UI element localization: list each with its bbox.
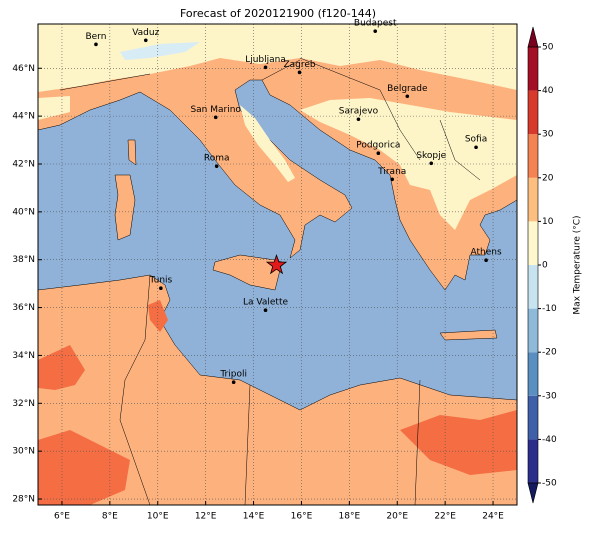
sicily: [212, 254, 283, 291]
colorbar-extend-high: [527, 26, 539, 48]
colorbar-segment: [528, 308, 538, 353]
x-tick-label: 16°E: [291, 512, 313, 522]
colorbar-tick-label: -30: [542, 391, 557, 401]
colorbar-segment: [528, 134, 538, 178]
colorbar-tick-label: -10: [542, 304, 557, 314]
city-label: Bern: [85, 32, 106, 42]
y-tick-label: 40°N: [12, 207, 35, 217]
city-label: Ljubljana: [245, 55, 286, 65]
hot-patch: [38, 345, 85, 390]
city-dot: [159, 286, 163, 290]
city-dot: [213, 115, 218, 120]
city-label: Skopje: [416, 151, 446, 161]
city-dot: [405, 94, 410, 99]
city-label: Sofia: [465, 135, 487, 145]
x-tick-label: 12°E: [195, 512, 217, 522]
city-dot: [390, 177, 395, 182]
colorbar-tick-label: 50: [542, 43, 554, 53]
city-label: Vaduz: [132, 28, 159, 38]
city-dot: [484, 258, 488, 262]
x-tick-label: 20°E: [386, 512, 408, 522]
city-label: Tunis: [148, 276, 172, 286]
city-label: Belgrade: [387, 84, 428, 94]
city-dot: [297, 70, 302, 75]
y-tick-label: 42°N: [12, 159, 35, 169]
city-label: Tripoli: [219, 370, 247, 380]
x-tick-label: 24°E: [482, 512, 504, 522]
borders: [59, 57, 481, 505]
colorbar-tick-label: -20: [542, 348, 557, 358]
colorbar-tick-label: 20: [542, 173, 554, 183]
y-tick-label: 28°N: [12, 495, 35, 505]
city-dot: [263, 308, 268, 313]
corsica: [127, 139, 137, 166]
map-title: Forecast of 2020121900 (f120-144): [180, 7, 376, 20]
city-dot: [231, 380, 236, 385]
colorbar-tick-label: -40: [542, 435, 557, 445]
star-marker: [265, 253, 288, 275]
colorbar-segment: [528, 439, 538, 483]
y-tick-label: 32°N: [12, 399, 35, 409]
apennines: [240, 105, 295, 182]
city-dot: [94, 42, 98, 47]
colorbar-tick-label: -50: [542, 479, 557, 489]
colorbar-extend-low: [527, 482, 539, 504]
y-tick-label: 46°N: [12, 64, 35, 74]
map-frame: [37, 23, 518, 506]
city-dot: [263, 65, 268, 70]
city-dot: [214, 164, 219, 168]
x-tick-label: 10°E: [147, 512, 169, 522]
colorbar-segment: [528, 47, 538, 91]
y-tick-label: 30°N: [12, 447, 35, 457]
colorbar-segment: [528, 395, 538, 440]
hot-patch: [400, 410, 517, 475]
y-tick-label: 38°N: [12, 255, 35, 265]
city-dot: [429, 161, 434, 166]
hot-patch: [38, 430, 130, 505]
city-label: La Valette: [243, 298, 288, 308]
colorbar-segment: [528, 265, 538, 309]
colorbar: -50 -40 -30 -20 -10 0 10 20 30 40 50: [527, 26, 557, 504]
city-label: Sarajevo: [339, 107, 379, 117]
cold-patch: [120, 42, 200, 60]
x-tick-label: 22°E: [434, 512, 456, 522]
city-dot: [373, 29, 378, 33]
y-tick-label: 34°N: [12, 351, 35, 361]
city-label: Roma: [204, 154, 230, 164]
x-tick-label: 6°E: [54, 512, 70, 522]
colorbar-segment: [528, 352, 538, 396]
colorbar-tick-label: 40: [542, 86, 554, 96]
city-label: Podgorica: [356, 141, 400, 151]
crete: [439, 329, 498, 341]
colorbar-segment: [528, 221, 538, 265]
city-label: Athens: [471, 248, 502, 258]
y-tick-label: 44°N: [12, 112, 35, 122]
colorbar-tick-label: 30: [542, 130, 554, 140]
city-label: Tirana: [377, 167, 406, 177]
colorbar-segment: [528, 90, 538, 135]
colorbar-label: Max Temperature (°C): [573, 215, 583, 314]
sardinia: [114, 174, 136, 241]
city-dot: [356, 117, 361, 122]
city-label: Zagreb: [283, 60, 315, 70]
colorbar-segment: [528, 177, 538, 222]
alps-warm-band: [38, 24, 517, 92]
city-dot: [376, 151, 381, 156]
x-tick-label: 14°E: [243, 512, 265, 522]
axes: 6°E 8°E 10°E 12°E 14°E 16°E 18°E 20°E 22°E 24°E 28…: [12, 19, 518, 522]
colorbar-tick-label: 10: [542, 217, 554, 227]
colorbar-tick-label: 0: [542, 261, 548, 271]
city-dot: [143, 38, 148, 43]
balkan-interior: [300, 98, 517, 230]
x-tick-label: 8°E: [102, 512, 118, 522]
x-tick-label: 18°E: [339, 512, 361, 522]
city-dot: [474, 145, 478, 150]
city-label: San Marino: [190, 105, 241, 115]
y-tick-label: 36°N: [12, 303, 35, 313]
